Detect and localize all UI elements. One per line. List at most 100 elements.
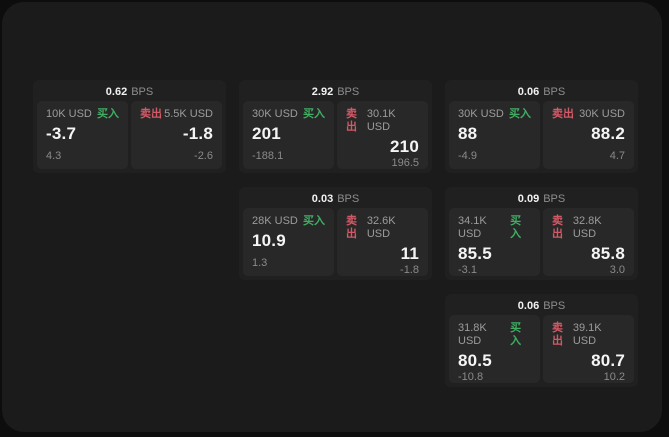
spread-value: 0.03 [311,193,334,205]
sell-amount: 32.8K USD [572,215,602,240]
quote-card: 0.06 BPS 30K USD 买入 88 -4.9 卖出 30K USD 8… [445,80,638,173]
buy-button[interactable]: 买入 [509,108,531,120]
sell-delta: 10.2 [603,371,625,383]
bps-unit-label: BPS [337,193,360,205]
sell-button[interactable]: 卖出 [552,108,574,120]
sell-tile-header: 卖出 30K USD [552,108,625,121]
buy-delta: -3.1 [458,264,477,276]
buy-delta: 1.3 [252,257,268,269]
spread-value: 0.06 [517,86,540,98]
buy-price: 10.9 [252,231,286,250]
sell-amount: 30.1K USD [366,108,396,133]
main-panel: 0.62 BPS 10K USD 买入 -3.7 4.3 卖出 5.5K USD… [2,2,662,432]
buy-price: -3.7 [46,124,77,143]
sell-tile-header: 卖出 32.6K USD [346,215,419,241]
spread-header: 2.92 BPS [243,84,428,101]
buy-price: 80.5 [458,351,492,370]
buy-button[interactable]: 买入 [303,215,325,227]
sell-tile-header: 卖出 32.8K USD [552,215,625,241]
quote-body: 10K USD 买入 -3.7 4.3 卖出 5.5K USD -1.8 -2.… [37,101,222,169]
buy-delta: 4.3 [46,150,62,162]
buy-tile-header: 28K USD 买入 [252,215,325,228]
buy-price: 85.5 [458,244,492,263]
spread-value: 0.62 [105,86,128,98]
bps-unit-label: BPS [131,86,154,98]
buy-button[interactable]: 买入 [97,108,119,120]
buy-amount: 34.1K USD [458,215,487,240]
sell-tile-header: 卖出 39.1K USD [552,322,625,348]
spread-header: 0.06 BPS [449,84,634,101]
sell-tile[interactable]: 卖出 32.6K USD 11 -1.8 [337,208,428,276]
sell-tile[interactable]: 卖出 39.1K USD 80.7 10.2 [543,315,634,383]
buy-tile-header: 30K USD 买入 [252,108,325,121]
sell-price: 11 [400,244,419,263]
buy-tile-header: 34.1K USD 买入 [458,215,531,241]
buy-price: 201 [252,124,281,143]
buy-button[interactable]: 买入 [510,215,522,240]
sell-amount: 30K USD [579,108,625,120]
sell-amount: 39.1K USD [572,322,602,347]
quote-body: 31.8K USD 买入 80.5 -10.8 卖出 39.1K USD 80.… [449,315,634,383]
sell-button[interactable]: 卖出 [346,108,357,133]
buy-amount: 30K USD [252,108,298,120]
sell-tile-header: 卖出 30.1K USD [346,108,419,134]
sell-delta: -1.8 [400,264,419,276]
buy-tile[interactable]: 34.1K USD 买入 85.5 -3.1 [449,208,540,276]
sell-button[interactable]: 卖出 [552,215,563,240]
sell-tile[interactable]: 卖出 30K USD 88.2 4.7 [543,101,634,169]
sell-amount: 5.5K USD [164,108,213,120]
sell-tile-header: 卖出 5.5K USD [140,108,213,121]
buy-tile-header: 10K USD 买入 [46,108,119,121]
quote-card: 0.09 BPS 34.1K USD 买入 85.5 -3.1 卖出 32.8K… [445,187,638,280]
sell-price: 210 [390,137,419,156]
buy-tile-header: 31.8K USD 买入 [458,322,531,348]
sell-price: 88.2 [591,124,625,143]
spread-value: 0.06 [517,300,540,312]
spread-header: 0.09 BPS [449,191,634,208]
quote-card: 0.62 BPS 10K USD 买入 -3.7 4.3 卖出 5.5K USD… [33,80,226,173]
sell-delta: 4.7 [609,150,625,162]
quotes-grid: 0.62 BPS 10K USD 买入 -3.7 4.3 卖出 5.5K USD… [33,80,638,387]
sell-button[interactable]: 卖出 [346,215,357,240]
quote-body: 30K USD 买入 201 -188.1 卖出 30.1K USD 210 1… [243,101,428,169]
buy-tile[interactable]: 10K USD 买入 -3.7 4.3 [37,101,128,169]
quote-body: 30K USD 买入 88 -4.9 卖出 30K USD 88.2 4.7 [449,101,634,169]
spread-header: 0.03 BPS [243,191,428,208]
bps-unit-label: BPS [543,86,566,98]
buy-tile[interactable]: 30K USD 买入 201 -188.1 [243,101,334,169]
bps-unit-label: BPS [543,300,566,312]
buy-tile[interactable]: 28K USD 买入 10.9 1.3 [243,208,334,276]
quote-card: 0.03 BPS 28K USD 买入 10.9 1.3 卖出 32.6K US… [239,187,432,280]
buy-tile[interactable]: 31.8K USD 买入 80.5 -10.8 [449,315,540,383]
buy-delta: -10.8 [458,371,484,383]
spread-value: 0.09 [517,193,540,205]
sell-delta: 196.5 [391,157,419,169]
quote-card: 0.06 BPS 31.8K USD 买入 80.5 -10.8 卖出 39.1… [445,294,638,387]
bps-unit-label: BPS [543,193,566,205]
buy-amount: 31.8K USD [458,322,487,347]
buy-button[interactable]: 买入 [510,322,522,347]
sell-delta: -2.6 [194,150,213,162]
quote-body: 34.1K USD 买入 85.5 -3.1 卖出 32.8K USD 85.8… [449,208,634,276]
bps-unit-label: BPS [337,86,360,98]
buy-button[interactable]: 买入 [303,108,325,120]
spread-header: 0.62 BPS [37,84,222,101]
sell-price: -1.8 [182,124,213,143]
sell-tile[interactable]: 卖出 30.1K USD 210 196.5 [337,101,428,169]
buy-price: 88 [458,124,478,143]
buy-amount: 28K USD [252,215,298,227]
sell-tile[interactable]: 卖出 5.5K USD -1.8 -2.6 [131,101,222,169]
quote-card: 2.92 BPS 30K USD 买入 201 -188.1 卖出 30.1K … [239,80,432,173]
sell-tile[interactable]: 卖出 32.8K USD 85.8 3.0 [543,208,634,276]
quote-body: 28K USD 买入 10.9 1.3 卖出 32.6K USD 11 -1.8 [243,208,428,276]
buy-tile-header: 30K USD 买入 [458,108,531,121]
sell-delta: 3.0 [609,264,625,276]
buy-delta: -4.9 [458,150,477,162]
buy-tile[interactable]: 30K USD 买入 88 -4.9 [449,101,540,169]
sell-button[interactable]: 卖出 [140,108,162,120]
sell-price: 80.7 [591,351,625,370]
spread-value: 2.92 [311,86,334,98]
buy-delta: -188.1 [252,150,284,162]
sell-button[interactable]: 卖出 [552,322,563,347]
